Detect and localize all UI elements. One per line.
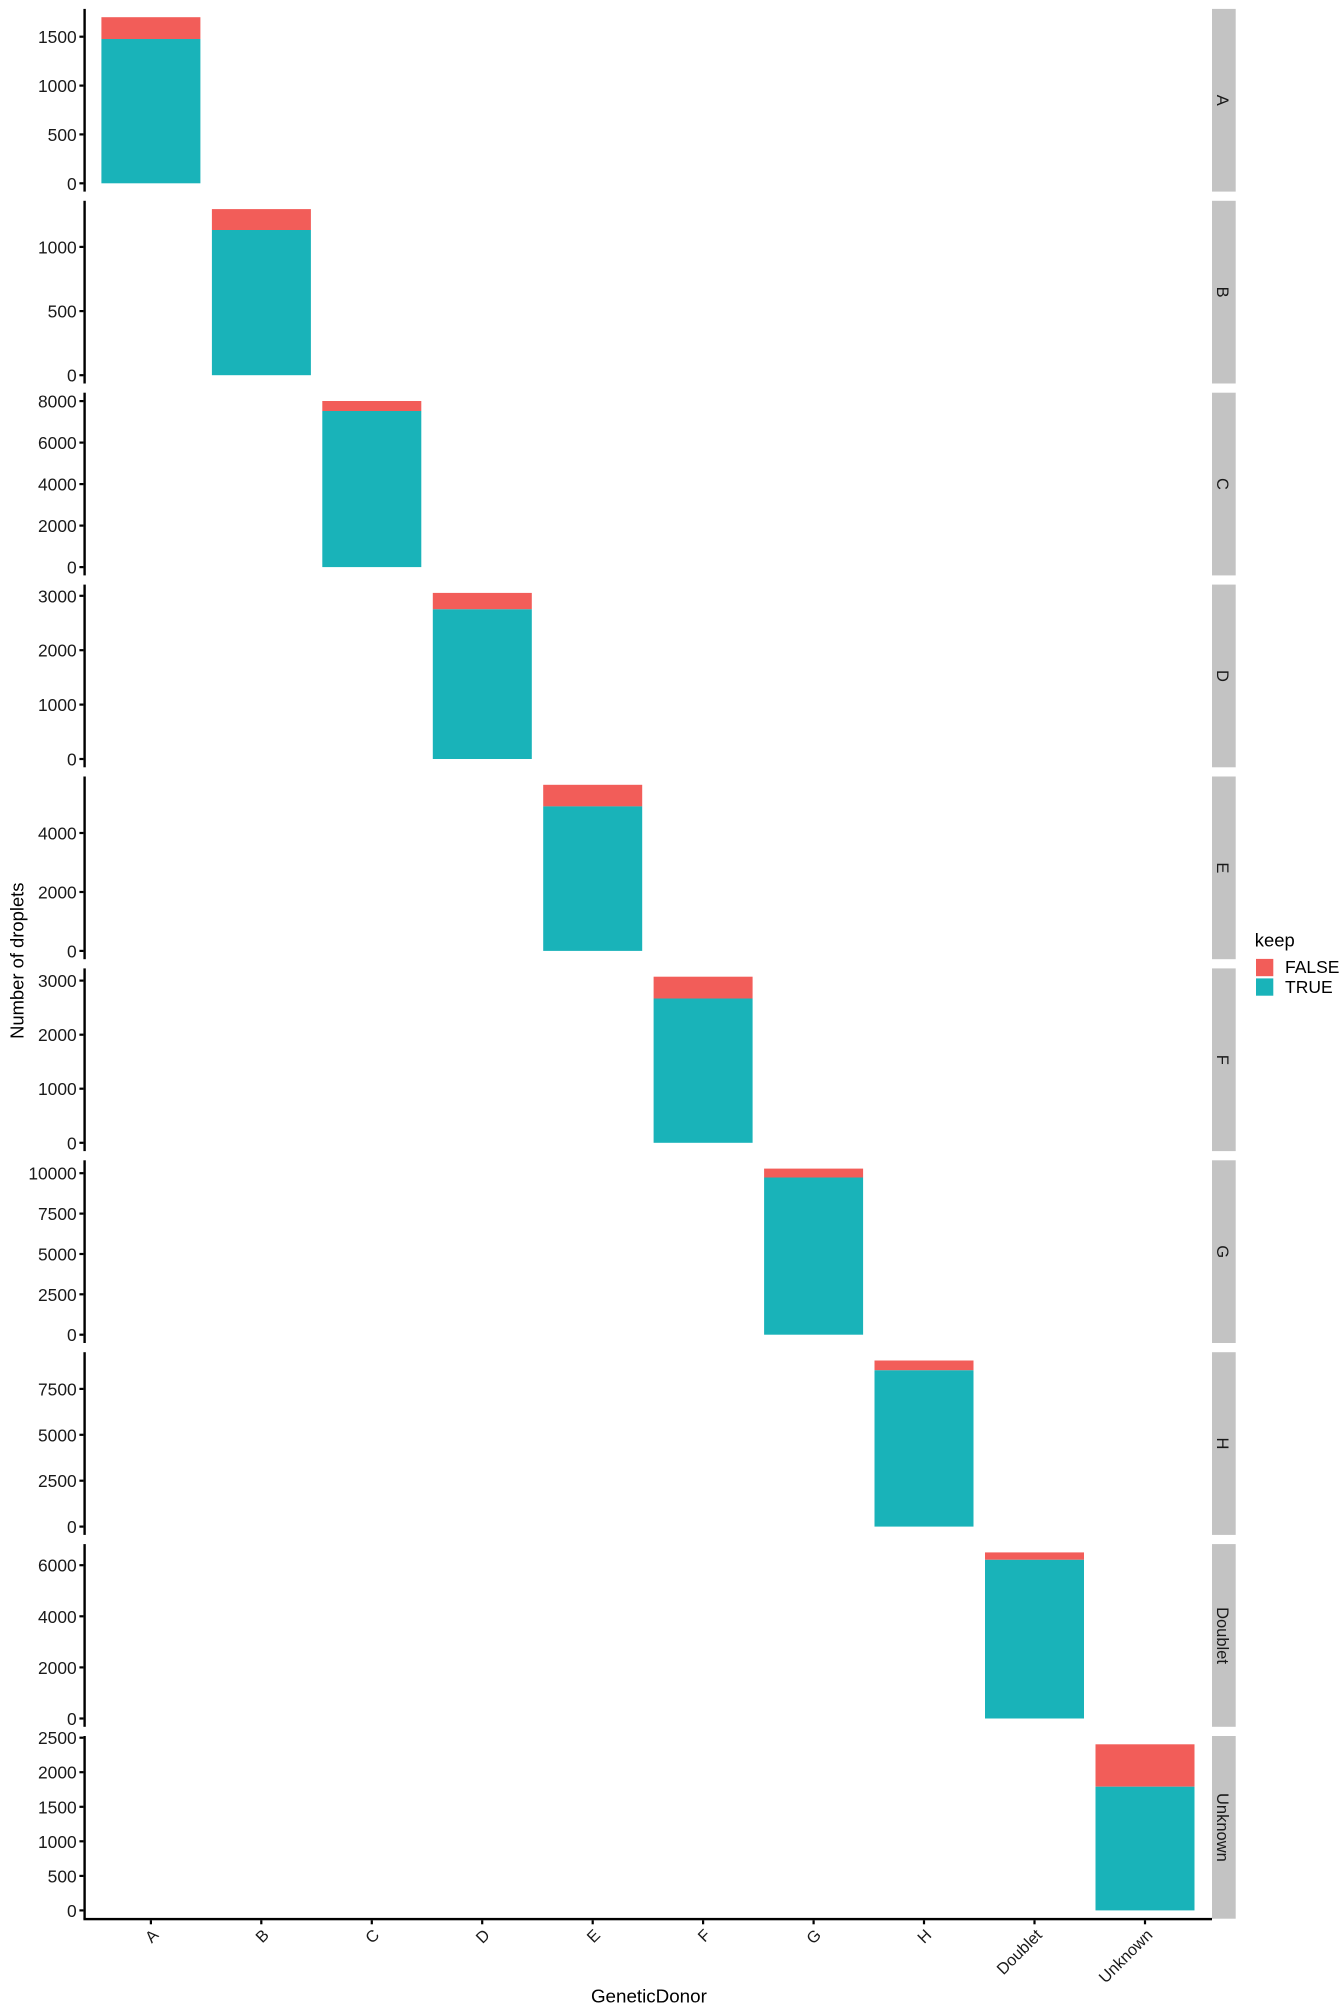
- svg-text:3000: 3000: [38, 971, 77, 991]
- svg-text:2500: 2500: [38, 1471, 77, 1491]
- svg-text:4000: 4000: [38, 475, 77, 495]
- svg-text:2000: 2000: [38, 1763, 77, 1783]
- svg-text:2000: 2000: [38, 883, 77, 903]
- svg-text:1000: 1000: [38, 76, 77, 96]
- svg-text:1500: 1500: [38, 1797, 77, 1817]
- svg-text:7500: 7500: [38, 1379, 77, 1399]
- svg-text:G: G: [1213, 1245, 1231, 1258]
- svg-text:5000: 5000: [38, 1425, 77, 1445]
- svg-text:0: 0: [67, 558, 77, 578]
- svg-text:0: 0: [67, 174, 77, 194]
- svg-text:D: D: [1213, 670, 1231, 682]
- svg-text:E: E: [1213, 862, 1231, 873]
- svg-text:8000: 8000: [38, 392, 77, 412]
- svg-text:6000: 6000: [38, 433, 77, 453]
- svg-text:0: 0: [67, 941, 77, 961]
- svg-text:500: 500: [48, 125, 77, 145]
- svg-text:0: 0: [67, 1325, 77, 1345]
- svg-text:1000: 1000: [38, 237, 77, 257]
- svg-text:H: H: [1213, 1438, 1231, 1450]
- svg-text:TRUE: TRUE: [1285, 977, 1333, 997]
- svg-text:C: C: [1213, 478, 1231, 490]
- svg-text:500: 500: [48, 302, 77, 322]
- svg-text:0: 0: [67, 1901, 77, 1921]
- svg-text:6000: 6000: [38, 1556, 77, 1576]
- svg-text:4000: 4000: [38, 824, 77, 844]
- svg-text:2000: 2000: [38, 641, 77, 661]
- svg-text:3000: 3000: [38, 586, 77, 606]
- svg-text:2500: 2500: [38, 1285, 77, 1305]
- svg-text:GeneticDonor: GeneticDonor: [591, 1985, 707, 2006]
- svg-text:2000: 2000: [38, 516, 77, 536]
- svg-text:5000: 5000: [38, 1245, 77, 1265]
- svg-text:0: 0: [67, 1517, 77, 1537]
- svg-text:FALSE: FALSE: [1285, 957, 1339, 977]
- svg-text:0: 0: [67, 1133, 77, 1153]
- svg-text:Number of droplets: Number of droplets: [7, 882, 28, 1038]
- svg-text:keep: keep: [1255, 929, 1295, 950]
- svg-text:2500: 2500: [38, 1728, 77, 1748]
- svg-text:500: 500: [48, 1866, 77, 1886]
- svg-text:1000: 1000: [38, 1832, 77, 1852]
- svg-text:Doublet: Doublet: [1213, 1607, 1231, 1664]
- svg-text:0: 0: [67, 1709, 77, 1729]
- svg-text:10000: 10000: [28, 1164, 76, 1184]
- svg-text:1500: 1500: [38, 27, 77, 47]
- svg-text:2000: 2000: [38, 1658, 77, 1678]
- svg-text:0: 0: [67, 366, 77, 386]
- svg-text:2000: 2000: [38, 1025, 77, 1045]
- svg-text:B: B: [1213, 287, 1231, 298]
- svg-text:Unknown: Unknown: [1213, 1793, 1231, 1862]
- svg-text:7500: 7500: [38, 1204, 77, 1224]
- svg-text:1000: 1000: [38, 1079, 77, 1099]
- svg-text:0: 0: [67, 750, 77, 770]
- svg-text:4000: 4000: [38, 1607, 77, 1627]
- svg-text:F: F: [1213, 1055, 1231, 1065]
- svg-text:1000: 1000: [38, 695, 77, 715]
- svg-text:A: A: [1213, 95, 1231, 106]
